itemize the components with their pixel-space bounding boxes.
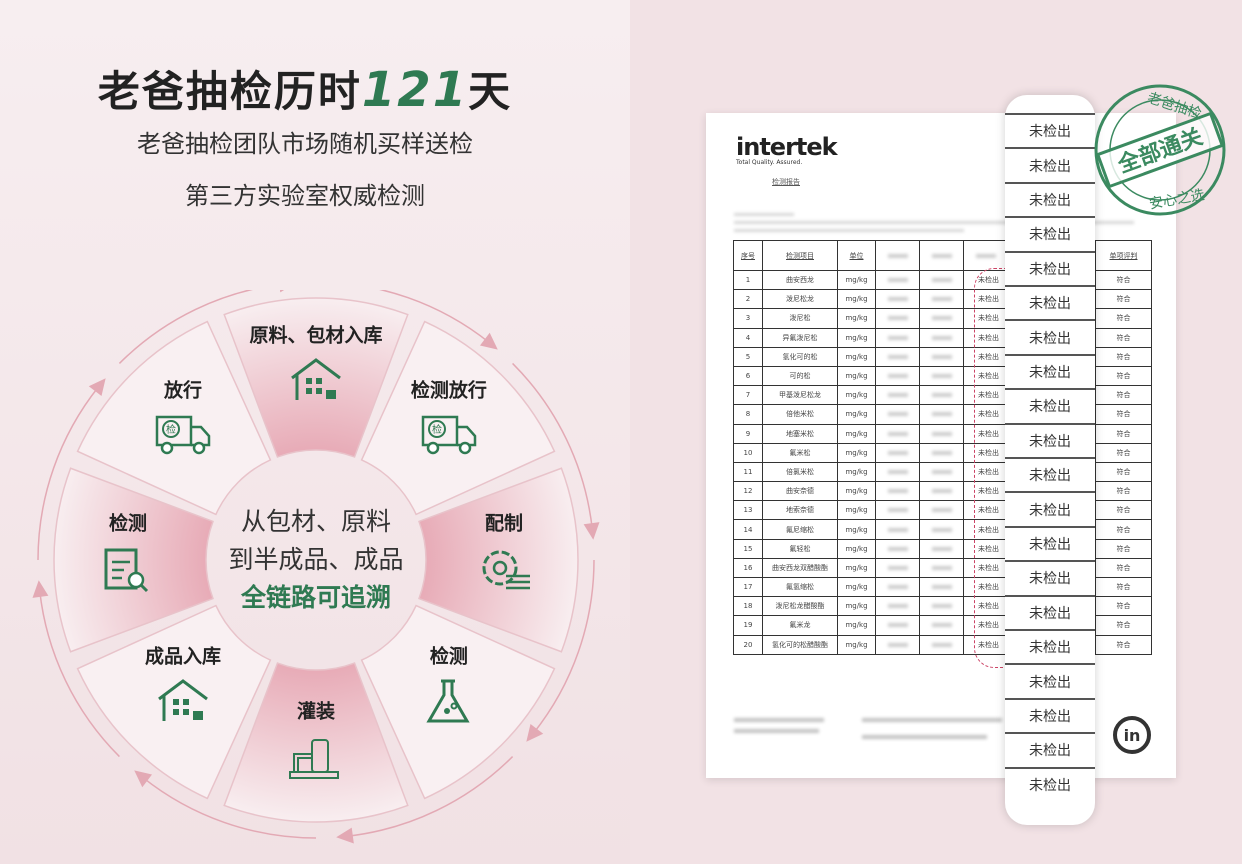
step-label: 灌装: [296, 700, 336, 723]
flow-arrow: [347, 756, 514, 837]
arrowhead-icon: [526, 723, 544, 742]
step-label: 成品入库: [145, 645, 222, 668]
table-header: [919, 240, 964, 271]
results-table: 序号 检测项目 单位 单项评判 1 曲安西龙 mg/kg 未检出 符合 2 泼尼松龙 mg/kg 未检出…: [733, 240, 1152, 655]
table-header: [875, 240, 920, 271]
step-label: 配制: [484, 512, 524, 535]
flow-arrow: [378, 290, 490, 344]
wheel-center-text: 从包材、原料 到半成品、成品 全链路可追溯: [228, 507, 404, 612]
strip-result-cell: 未检出: [1005, 285, 1095, 319]
subtitle-1: 老爸抽检团队市场随机买样送检: [137, 130, 473, 158]
step-label: 检测: [108, 512, 148, 535]
strip-result-cell: 未检出: [1005, 560, 1095, 594]
flow-arrow: [118, 290, 254, 364]
svg-text:检: 检: [432, 423, 442, 436]
table-header: 序号: [733, 240, 763, 271]
strip-result-cell: 未检出: [1005, 629, 1095, 663]
strip-result-cell: 未检出: [1005, 663, 1095, 697]
table-header: 单位: [837, 240, 876, 271]
strip-result-cell: 未检出: [1005, 697, 1095, 732]
step-label: 放行: [164, 379, 203, 402]
inspection-truck-icon: 检: [421, 413, 477, 465]
strip-result-cell: 未检出: [1005, 388, 1095, 422]
flask-icon: [421, 679, 477, 731]
inspection-truck-icon: 检: [155, 413, 211, 465]
strip-result-cell: 未检出: [1005, 732, 1095, 766]
arrowhead-icon: [134, 770, 153, 788]
pass-stamp: 全部通关 老爸抽检 安心之选: [1094, 84, 1226, 216]
flow-arrow: [37, 386, 100, 561]
intertek-logo: intertek: [736, 133, 838, 161]
strip-result-cell: 未检出: [1005, 216, 1095, 250]
subtitle-2: 第三方实验室权威检测: [185, 182, 425, 210]
table-header: 单项评判: [1095, 240, 1152, 271]
strip-result-cell: 未检出: [1005, 525, 1095, 560]
accreditation-mark-icon: in: [1113, 716, 1151, 754]
wheel-segment: [223, 297, 409, 458]
arrowhead-icon: [336, 827, 354, 844]
strip-result-cell: 未检出: [1005, 250, 1095, 285]
step-label: 原料、包材入库: [249, 324, 383, 347]
strip-result-cell: 未检出: [1005, 147, 1095, 181]
headline: 老爸抽检历时121天: [97, 62, 513, 118]
gear-mixing-icon: [476, 546, 532, 598]
wheel-segment: [53, 467, 214, 653]
strip-result-cell: 未检出: [1005, 766, 1095, 801]
step-label: 检测放行: [410, 379, 487, 402]
table-header: 检测项目: [762, 240, 838, 271]
strip-result-cell: 未检出: [1005, 422, 1095, 457]
warehouse-inbound-icon: [288, 358, 344, 410]
filling-machine-icon: [288, 734, 344, 786]
strip-result-cell: 未检出: [1005, 353, 1095, 388]
arrowhead-icon: [479, 332, 498, 350]
flow-arrow: [512, 362, 593, 529]
report-title: 检测报告: [772, 178, 800, 186]
arrowhead-icon: [583, 522, 600, 540]
wheel-segment: [360, 604, 556, 800]
strip-result-cell: 未检出: [1005, 594, 1095, 629]
result-zoom-strip: 未检出 未检出 未检出 未检出 未检出 未检出 未检出 未检出 未检出 未检出 未检出 未检出 未检出未…: [1005, 95, 1095, 825]
flow-arrow: [142, 776, 317, 839]
wheel-segment: [223, 662, 409, 823]
svg-text:检: 检: [166, 423, 176, 436]
arrowhead-icon: [32, 580, 49, 598]
left-panel: 老爸抽检历时121天 老爸抽检团队市场随机买样送检 第三方实验室权威检测 原料、…: [0, 0, 630, 864]
strip-result-cell: 未检出: [1005, 319, 1095, 353]
strip-result-cell: 未检出: [1005, 181, 1095, 216]
highlight-dashed-outline: [974, 268, 1014, 668]
strip-result-cell: 未检出: [1005, 491, 1095, 525]
wheel-segment: [418, 467, 579, 653]
arrowhead-icon: [88, 378, 106, 397]
flow-arrow: [532, 559, 595, 734]
logo-tagline: Total Quality. Assured.: [736, 159, 803, 166]
warehouse-products-icon: [155, 679, 211, 731]
strip-result-cell: 未检出: [1005, 113, 1095, 147]
arrowhead-icon: [279, 290, 285, 293]
test-report: intertek Total Quality. Assured. 检测报告 序号…: [706, 113, 1176, 778]
svg-text:安心之选: 安心之选: [1148, 187, 1206, 212]
clipboard-search-icon: [100, 546, 156, 598]
svg-text:in: in: [1124, 726, 1141, 745]
strip-result-cell: 未检出: [1005, 457, 1095, 491]
table-header: [963, 240, 1008, 271]
step-label: 检测: [429, 645, 468, 668]
flow-arrow: [39, 591, 120, 758]
